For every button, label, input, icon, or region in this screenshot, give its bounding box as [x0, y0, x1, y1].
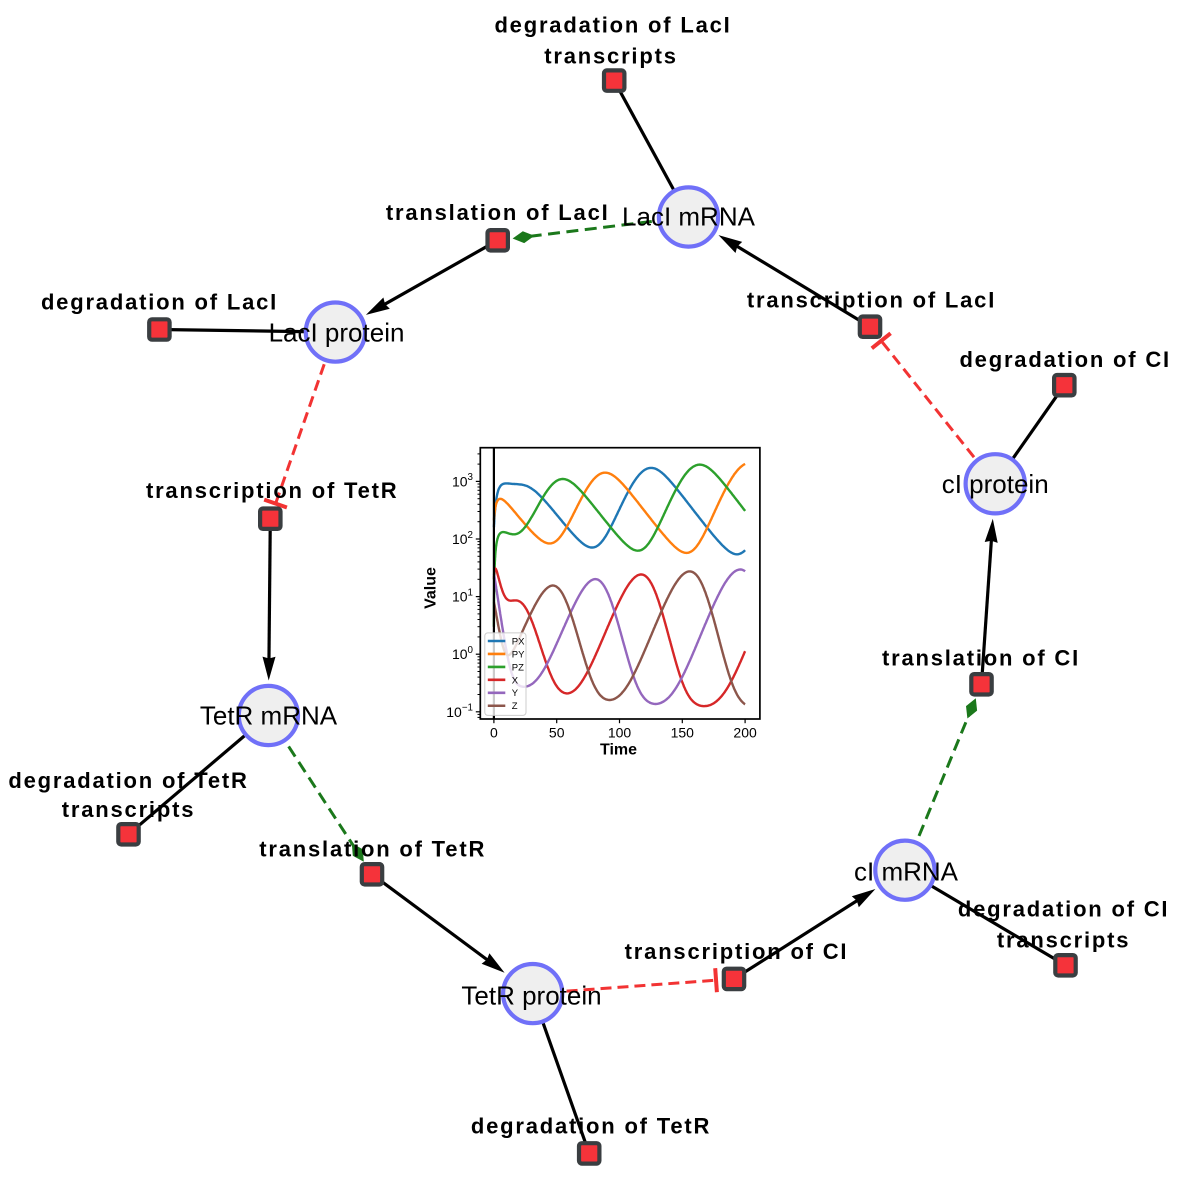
svg-text:cI mRNA: cI mRNA — [854, 857, 959, 887]
svg-text:translation of LacI: translation of LacI — [386, 200, 610, 225]
svg-text:degradation of LacI: degradation of LacI — [494, 13, 731, 38]
svg-text:transcription of CI: transcription of CI — [625, 939, 849, 964]
svg-text:100: 100 — [608, 724, 632, 740]
svg-text:PZ: PZ — [512, 662, 524, 673]
svg-text:Z: Z — [512, 701, 518, 712]
svg-text:150: 150 — [671, 724, 695, 740]
svg-text:transcripts: transcripts — [544, 44, 678, 69]
svg-text:PY: PY — [512, 649, 525, 660]
svg-text:TetR protein: TetR protein — [461, 981, 601, 1011]
svg-text:cI protein: cI protein — [942, 469, 1049, 499]
svg-text:Value: Value — [423, 567, 440, 609]
svg-text:transcripts: transcripts — [62, 797, 196, 822]
svg-text:LacI protein: LacI protein — [269, 318, 405, 348]
svg-text:translation of TetR: translation of TetR — [259, 837, 486, 862]
svg-text:0: 0 — [490, 724, 498, 740]
svg-text:Y: Y — [512, 688, 519, 699]
svg-text:X: X — [512, 675, 519, 686]
svg-text:degradation of LacI: degradation of LacI — [41, 289, 278, 314]
svg-text:Time: Time — [600, 742, 637, 759]
svg-text:200: 200 — [733, 724, 757, 740]
svg-text:transcription of TetR: transcription of TetR — [146, 478, 399, 503]
svg-text:TetR mRNA: TetR mRNA — [200, 700, 338, 730]
svg-text:degradation of CI: degradation of CI — [959, 347, 1171, 372]
svg-text:translation of CI: translation of CI — [882, 645, 1080, 670]
svg-text:transcription of LacI: transcription of LacI — [747, 287, 996, 312]
svg-text:degradation of CI: degradation of CI — [958, 896, 1170, 921]
svg-text:LacI mRNA: LacI mRNA — [622, 202, 756, 232]
svg-text:degradation of TetR: degradation of TetR — [471, 1113, 711, 1138]
svg-text:transcripts: transcripts — [997, 928, 1131, 953]
svg-text:PX: PX — [512, 636, 525, 647]
svg-text:50: 50 — [549, 724, 565, 740]
svg-text:degradation of TetR: degradation of TetR — [8, 768, 248, 793]
